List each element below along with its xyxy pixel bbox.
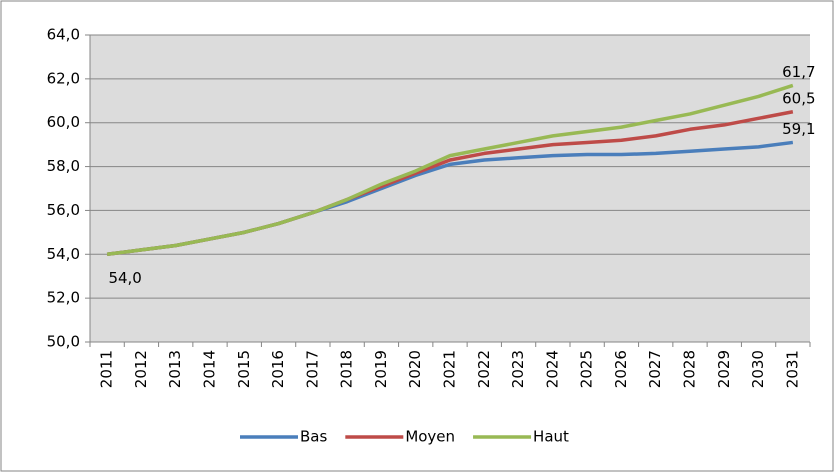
x-tick-label: 2029 — [715, 350, 733, 388]
legend: Bas Moyen Haut — [240, 428, 569, 446]
y-tick-label: 64,0 — [47, 26, 80, 44]
data-label: 54,0 — [108, 269, 141, 287]
x-tick-label: 2014 — [201, 350, 219, 388]
x-tick-label: 2012 — [132, 350, 150, 388]
x-tick-label: 2015 — [235, 350, 253, 388]
x-tick-label: 2020 — [406, 350, 424, 388]
legend-label: Haut — [533, 428, 569, 446]
x-tick-label: 2017 — [303, 350, 321, 388]
x-tick-label: 2022 — [475, 350, 493, 388]
x-tick-label: 2021 — [441, 350, 459, 388]
y-tick-label: 62,0 — [47, 69, 80, 87]
series-line — [106, 83, 794, 257]
data-label: 59,1 — [782, 120, 815, 138]
x-tick-label: 2013 — [166, 350, 184, 388]
x-tick-label: 2025 — [578, 350, 596, 388]
y-tick-label: 56,0 — [47, 201, 80, 219]
x-tick-label: 2027 — [646, 350, 664, 388]
x-tick-label: 2030 — [749, 350, 767, 388]
x-tick-label: 2018 — [338, 350, 356, 388]
y-tick-label: 58,0 — [47, 157, 80, 175]
x-tick-label: 2026 — [612, 350, 630, 388]
x-tick-label: 2019 — [372, 350, 390, 388]
x-tick-label: 2024 — [543, 350, 561, 388]
data-label: 60,5 — [782, 89, 815, 107]
legend-label: Bas — [300, 428, 327, 446]
y-tick-label: 52,0 — [47, 289, 80, 307]
x-tick-label: 2023 — [509, 350, 527, 388]
data-label: 61,7 — [782, 63, 815, 81]
y-tick-label: 50,0 — [47, 333, 80, 351]
plot-area — [90, 35, 810, 342]
x-tick-label: 2028 — [681, 350, 699, 388]
legend-label: Moyen — [405, 428, 455, 446]
x-tick-label: 2016 — [269, 350, 287, 388]
y-tick-label: 60,0 — [47, 113, 80, 131]
x-tick-label: 2031 — [783, 350, 801, 388]
x-tick-label: 2011 — [98, 350, 116, 388]
y-tick-label: 54,0 — [47, 245, 80, 263]
